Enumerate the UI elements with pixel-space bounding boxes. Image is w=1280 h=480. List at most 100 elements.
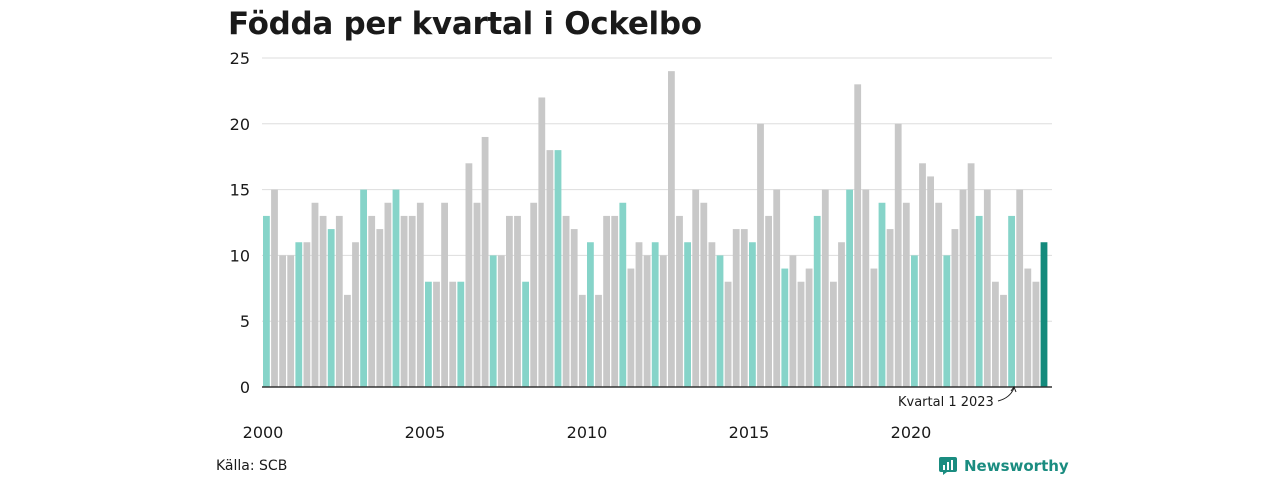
- bar: [951, 229, 959, 387]
- bar: [449, 281, 457, 387]
- bar: [489, 255, 497, 387]
- bar: [830, 281, 837, 387]
- bar: [433, 281, 440, 387]
- bar: [578, 294, 586, 387]
- annotation-arrow: [997, 387, 1015, 402]
- source-note: Källa: SCB: [216, 458, 288, 474]
- bar: [319, 215, 327, 387]
- y-tick-label: 15: [230, 181, 250, 200]
- bar: [465, 163, 473, 387]
- bar: [846, 189, 853, 387]
- newsworthy-logo: Newsworthy: [938, 456, 1069, 476]
- bar: [651, 242, 659, 387]
- bar: [1008, 215, 1015, 387]
- bar: [724, 281, 732, 387]
- bar: [975, 215, 983, 387]
- bar: [919, 163, 926, 387]
- bar: [749, 242, 756, 387]
- bar: [619, 202, 627, 387]
- bar: [1016, 189, 1024, 387]
- bar: [902, 202, 910, 387]
- bar: [506, 215, 513, 387]
- bar: [1032, 281, 1040, 387]
- bar: [457, 281, 465, 387]
- bar: [862, 189, 870, 387]
- bar: [676, 215, 683, 387]
- bar: [878, 202, 886, 387]
- bar: [562, 215, 570, 387]
- bar: [821, 189, 829, 387]
- bar: [311, 202, 319, 387]
- brand-name: Newsworthy: [964, 457, 1069, 475]
- bar: [384, 202, 392, 387]
- bar: [659, 255, 667, 387]
- bar: [360, 189, 367, 387]
- bar: [611, 215, 619, 387]
- bar: [684, 242, 691, 387]
- bar: [732, 229, 740, 387]
- bar: [765, 215, 772, 387]
- bar: [781, 268, 789, 387]
- bar: [271, 189, 278, 387]
- bar: [368, 215, 376, 387]
- y-tick-label: 25: [230, 49, 250, 68]
- y-tick-label: 10: [230, 246, 250, 265]
- bar: [303, 242, 311, 387]
- bar: [700, 202, 708, 387]
- chart-title: Födda per kvartal i Ockelbo: [228, 6, 702, 42]
- axes: 0 5 10 15 20 25 2000 2005 2010 2015 2020: [230, 49, 1052, 442]
- bar: [797, 281, 805, 387]
- x-tick-label: 2010: [567, 423, 608, 442]
- bar: [497, 255, 505, 387]
- bar: [570, 229, 578, 387]
- bar: [838, 242, 845, 387]
- bar: [692, 189, 700, 387]
- bar: [668, 71, 675, 387]
- y-tick-label: 20: [230, 115, 250, 134]
- bar: [927, 176, 934, 387]
- bar: [708, 242, 716, 387]
- bar: [854, 84, 862, 387]
- bar: [603, 215, 610, 387]
- bar: [943, 255, 951, 387]
- bar: [352, 242, 359, 387]
- annotation: Kvartal 1 2023: [898, 385, 1017, 410]
- bar: [530, 202, 538, 387]
- bar: [813, 215, 821, 387]
- bar: [554, 150, 562, 387]
- annotation-label: Kvartal 1 2023: [898, 395, 994, 410]
- bar: [295, 242, 303, 387]
- x-tick-label: 2015: [729, 423, 770, 442]
- bar: [805, 268, 813, 387]
- bar: [757, 123, 764, 388]
- bar: [392, 189, 400, 387]
- bar: [1024, 268, 1032, 387]
- bar: [959, 189, 967, 387]
- y-tick-label: 5: [240, 312, 250, 331]
- bar: [789, 255, 797, 387]
- bar: [886, 229, 894, 387]
- bar: [716, 255, 724, 387]
- bar: [425, 281, 432, 387]
- bar: [441, 202, 448, 387]
- bar: [279, 255, 286, 387]
- bar: [870, 268, 878, 387]
- bar: [773, 189, 781, 387]
- bar: [983, 189, 991, 387]
- bar: [967, 163, 975, 387]
- bar: [481, 136, 489, 387]
- x-tick-label: 2020: [891, 423, 932, 442]
- bar: [643, 255, 651, 387]
- bar: [992, 281, 999, 387]
- bar: [635, 242, 643, 387]
- bar: [335, 215, 343, 387]
- bar: [376, 229, 384, 387]
- y-tick-label: 0: [240, 378, 250, 397]
- annotation-arrowhead: [1010, 385, 1017, 393]
- bar: [327, 229, 335, 387]
- bar: [287, 255, 295, 387]
- bar: [344, 294, 351, 387]
- bar: [522, 281, 529, 387]
- x-tick-label: 2005: [405, 423, 446, 442]
